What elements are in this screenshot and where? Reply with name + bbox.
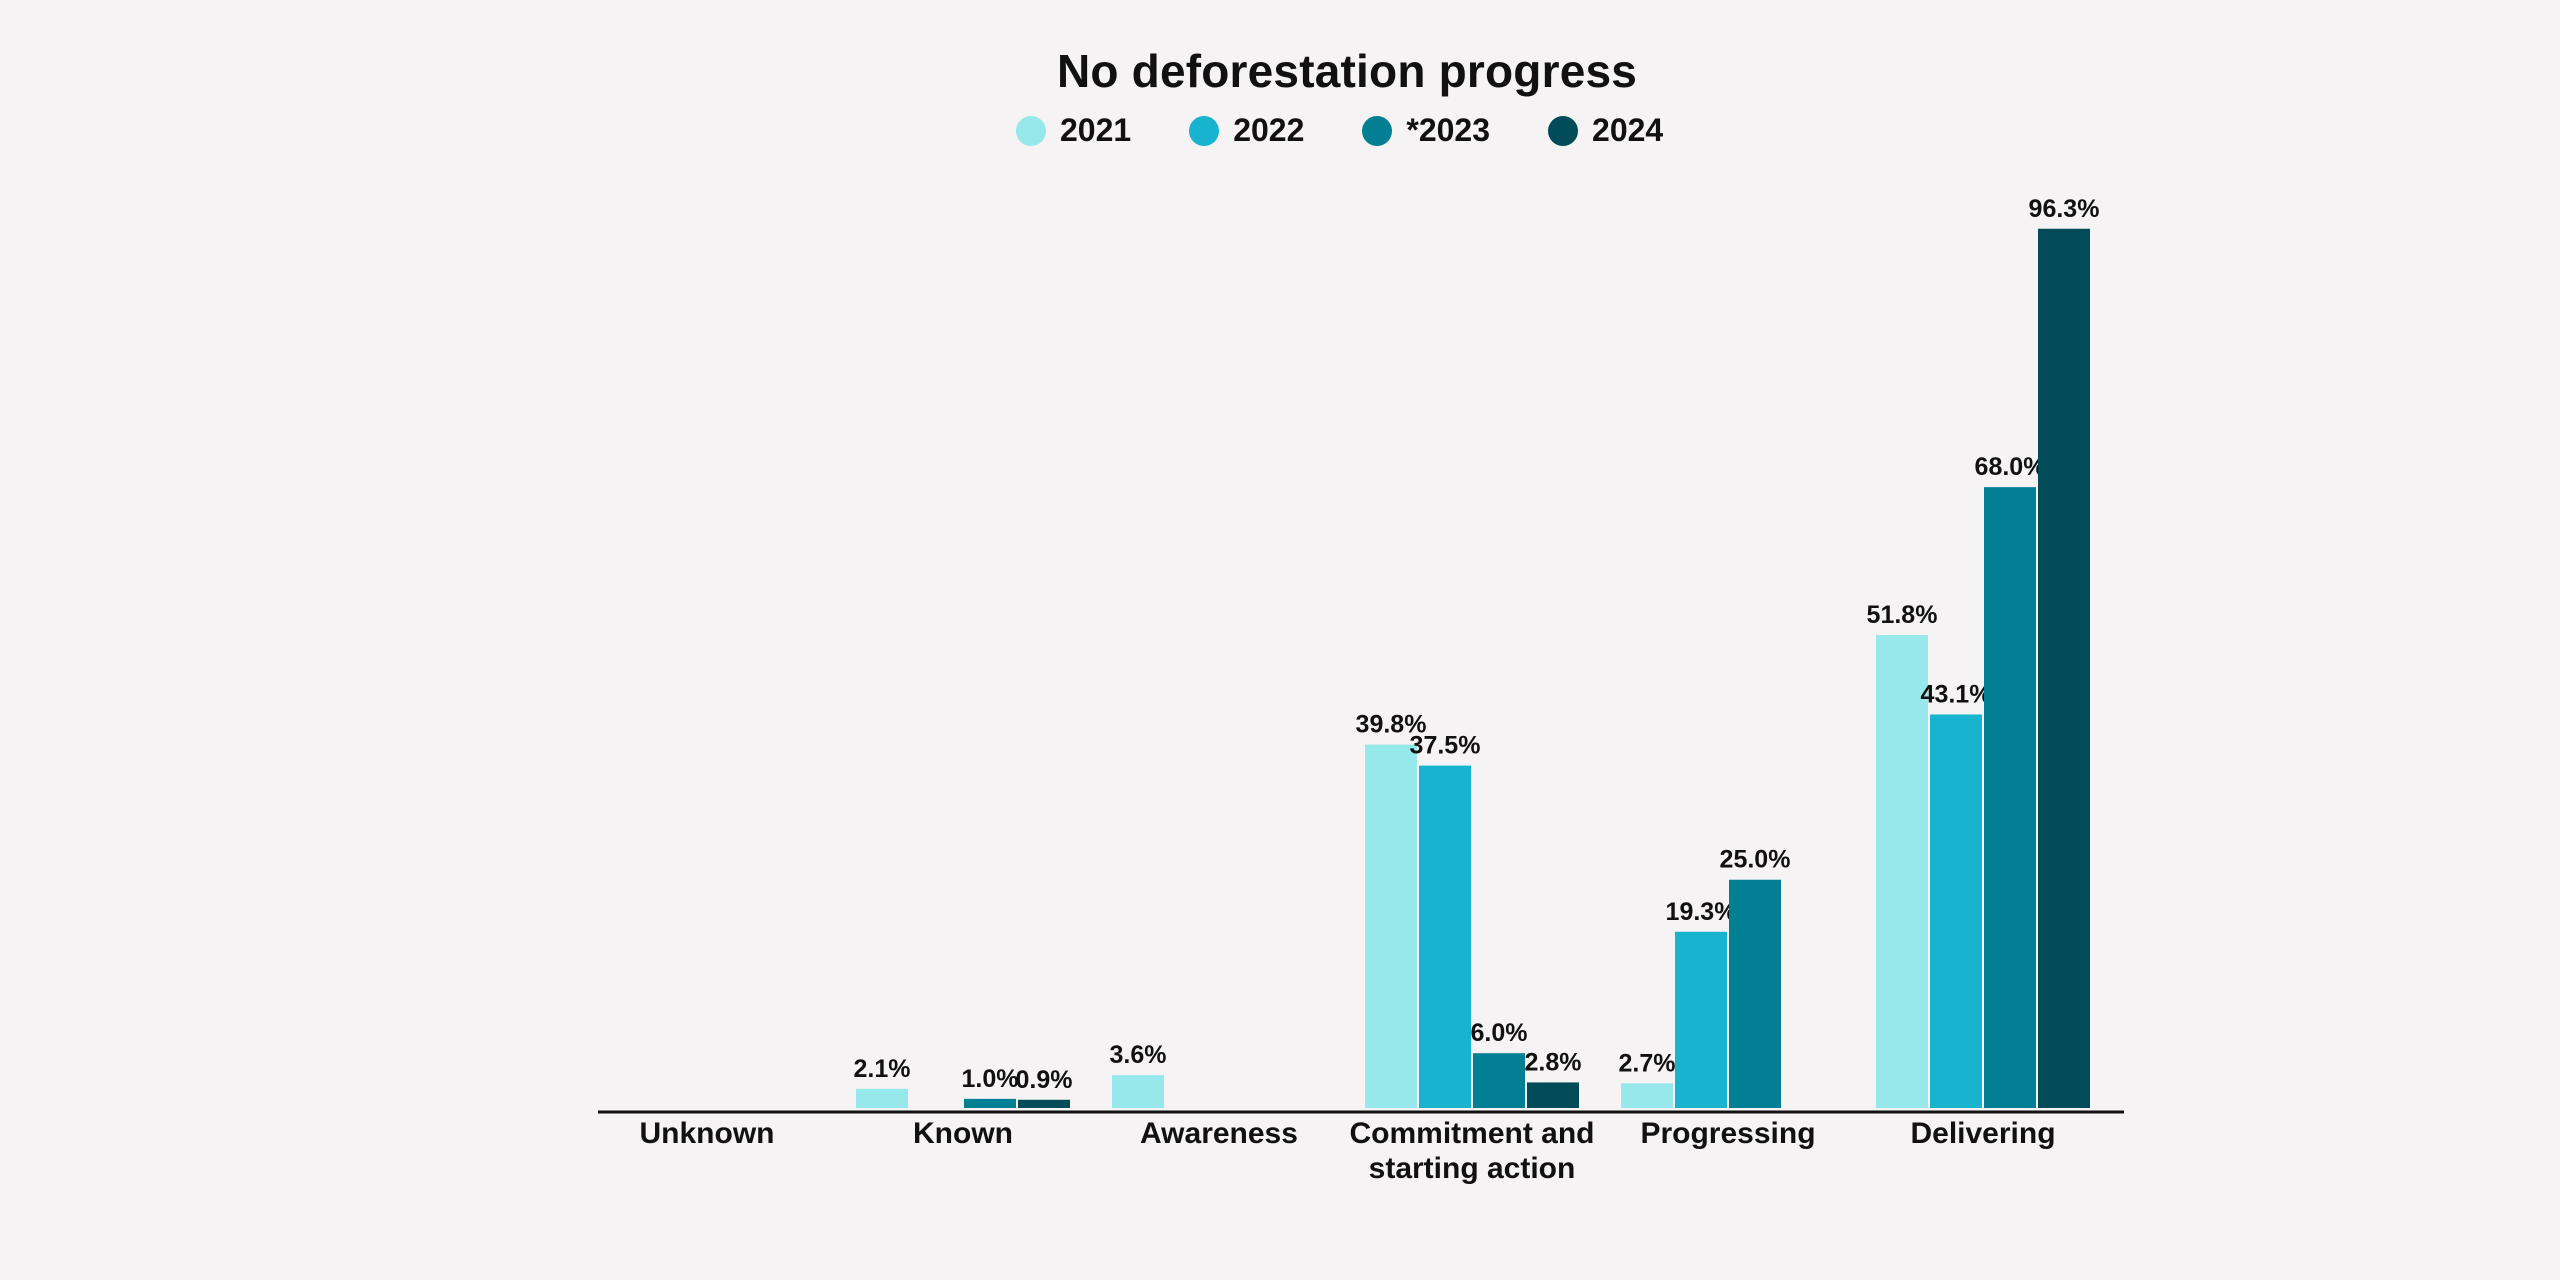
legend-label: 2022 bbox=[1233, 112, 1305, 148]
chart-title: No deforestation progress bbox=[1056, 45, 1638, 97]
bar bbox=[1527, 1082, 1579, 1108]
bar bbox=[964, 1098, 1016, 1108]
category-label: Progressing bbox=[1640, 1117, 1815, 1150]
data-label: 2.8% bbox=[1525, 1048, 1582, 1076]
data-label: 37.5% bbox=[1410, 732, 1481, 760]
data-label: 2.1% bbox=[854, 1055, 911, 1083]
data-label: 43.1% bbox=[1921, 680, 1992, 708]
category-label: starting action bbox=[1369, 1152, 1576, 1185]
bar bbox=[1876, 635, 1928, 1108]
legend-swatch bbox=[1362, 115, 1393, 146]
legend-item: 2024 bbox=[1548, 112, 1663, 149]
bar bbox=[2038, 228, 2090, 1108]
bar bbox=[1675, 931, 1727, 1108]
bar bbox=[1018, 1099, 1070, 1108]
category-label: Delivering bbox=[1910, 1117, 2055, 1150]
bar bbox=[1621, 1083, 1673, 1108]
data-label: 19.3% bbox=[1666, 898, 1737, 926]
data-label: 51.8% bbox=[1867, 601, 1938, 629]
data-label: 6.0% bbox=[1471, 1019, 1528, 1047]
data-label: 39.8% bbox=[1356, 711, 1427, 739]
data-label: 96.3% bbox=[2029, 195, 2100, 223]
legend-item: 2022 bbox=[1189, 112, 1304, 149]
data-label: 68.0% bbox=[1975, 453, 2046, 481]
legend-swatch bbox=[1016, 115, 1046, 146]
category-label: Unknown bbox=[640, 1117, 775, 1150]
bar bbox=[1473, 1053, 1525, 1108]
legend-item: *2023 bbox=[1362, 112, 1490, 149]
legend-label: 2024 bbox=[1592, 112, 1664, 148]
legend-swatch bbox=[1548, 115, 1579, 146]
legend-swatch bbox=[1189, 115, 1220, 146]
bar bbox=[1930, 714, 1982, 1108]
bar bbox=[1365, 744, 1417, 1108]
bar bbox=[856, 1088, 908, 1108]
data-label: 3.6% bbox=[1110, 1041, 1167, 1069]
legend: 2021 2022 *2023 2024 bbox=[1016, 112, 1721, 149]
bar bbox=[1419, 765, 1471, 1108]
data-label: 2.7% bbox=[1619, 1049, 1676, 1077]
data-label: 0.9% bbox=[1016, 1066, 1073, 1094]
data-label: 1.0% bbox=[962, 1065, 1019, 1093]
bar bbox=[1984, 487, 2036, 1109]
legend-label: *2023 bbox=[1406, 112, 1491, 148]
legend-item: 2021 bbox=[1016, 112, 1131, 149]
data-label: 25.0% bbox=[1720, 846, 1791, 874]
category-label: Commitment and bbox=[1349, 1117, 1594, 1150]
legend-label: 2021 bbox=[1060, 112, 1132, 148]
bar bbox=[1729, 879, 1781, 1108]
category-label: Awareness bbox=[1140, 1117, 1298, 1150]
category-label: Known bbox=[913, 1117, 1013, 1150]
bar bbox=[1112, 1075, 1164, 1108]
